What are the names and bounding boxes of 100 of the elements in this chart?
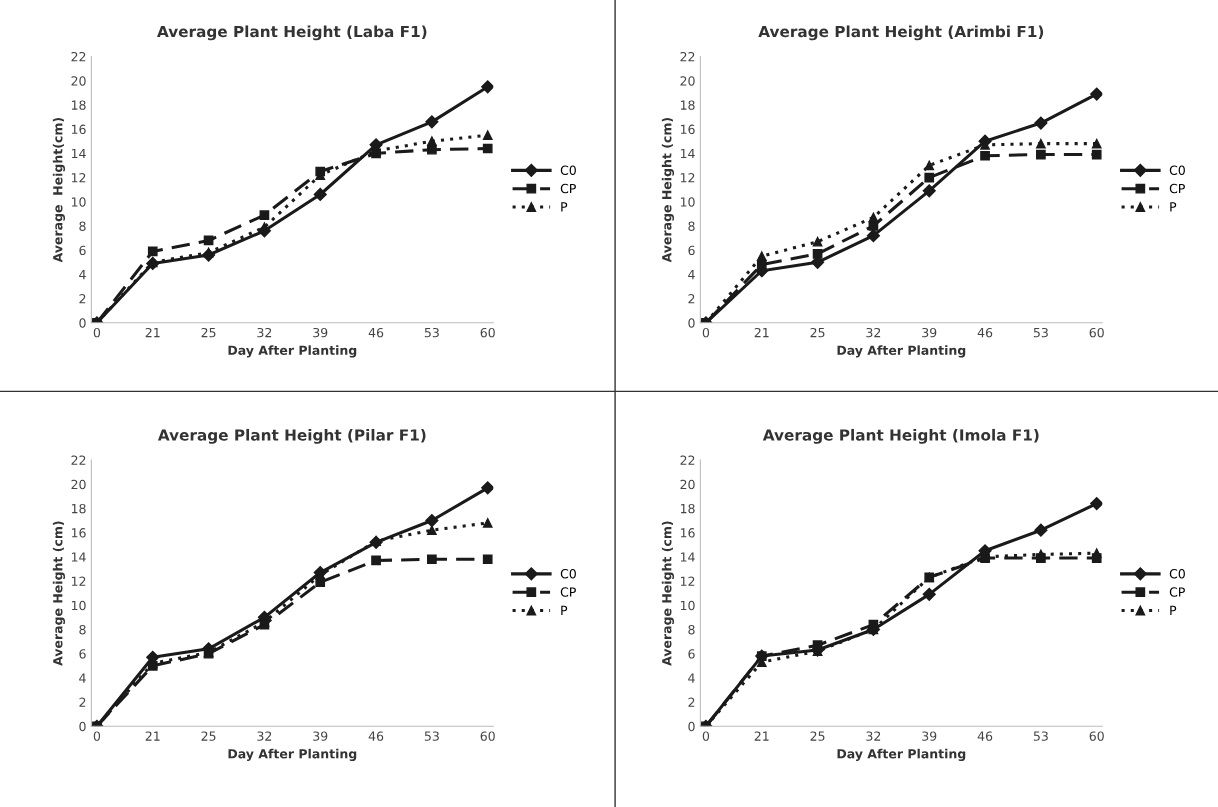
legend-label: CP (1169, 183, 1185, 194)
legend-label: C0 (560, 568, 576, 579)
y-tick-label: 16 (71, 124, 86, 135)
y-tick-label: 0 (79, 318, 86, 328)
y-tick-label: 10 (71, 600, 86, 611)
x-tick-label: 21 (754, 731, 769, 741)
x-tick-label: 46 (977, 327, 993, 338)
legend-label: CP (560, 183, 576, 194)
x-tick-label: 21 (145, 327, 160, 338)
x-tick-label: 25 (810, 327, 825, 338)
y-tick-label: 14 (680, 552, 695, 562)
y-tick-label: 22 (71, 455, 86, 465)
legend-label: CP (1169, 587, 1185, 597)
y-tick-label: 12 (680, 173, 695, 183)
x-tick-label: 0 (93, 731, 101, 741)
x-tick-label: 60 (480, 327, 495, 338)
x-tick-label: 39 (922, 327, 937, 338)
y-tick-label: 18 (71, 503, 86, 514)
x-tick-label: 0 (93, 327, 101, 338)
x-tick-label: 60 (1089, 327, 1104, 338)
y-tick-label: 4 (79, 270, 86, 280)
y-tick-label: 4 (688, 270, 695, 280)
y-axis-title: Average Height (cm) (661, 117, 675, 263)
x-tick-label: 32 (257, 731, 272, 741)
x-tick-label: 53 (424, 731, 439, 741)
y-tick-label: 20 (680, 76, 695, 86)
x-tick-label: 60 (480, 731, 495, 741)
y-tick-label: 18 (71, 100, 86, 110)
legend-label: C0 (560, 165, 576, 175)
y-tick-label: 0 (79, 721, 86, 732)
y-tick-label: 2 (79, 294, 86, 304)
y-tick-label: 18 (680, 100, 695, 110)
legend-label: P (561, 202, 568, 212)
y-tick-label: 14 (71, 148, 86, 159)
x-tick-label: 25 (201, 731, 216, 741)
y-tick-label: 20 (71, 76, 86, 86)
y-tick-label: 18 (680, 503, 695, 514)
y-tick-label: 12 (71, 576, 86, 586)
legend-label: CP (560, 587, 576, 597)
x-tick-label: 32 (866, 731, 881, 741)
legend-label: P (1170, 202, 1177, 212)
x-tick-label: 53 (1033, 327, 1048, 338)
legend-label: P (561, 605, 568, 615)
x-tick-label: 21 (754, 327, 769, 338)
x-tick-label: 46 (977, 731, 993, 741)
y-tick-label: 20 (71, 479, 86, 490)
y-axis-title: Average Height(cm) (52, 117, 66, 263)
legend-label: C0 (1169, 568, 1185, 579)
y-tick-label: 22 (680, 455, 695, 465)
y-tick-label: 10 (680, 197, 695, 207)
x-tick-label: 46 (368, 327, 384, 338)
x-tick-label: 46 (368, 731, 384, 741)
x-tick-label: 53 (1033, 731, 1048, 741)
y-tick-label: 14 (680, 148, 695, 159)
y-tick-label: 0 (688, 721, 695, 732)
chart-title: Average Plant Height (Laba F1) (157, 25, 427, 41)
y-tick-label: 0 (688, 318, 695, 328)
x-tick-label: 39 (922, 731, 937, 741)
y-tick-label: 2 (79, 697, 86, 707)
x-tick-label: 0 (702, 327, 710, 338)
x-tick-label: 0 (702, 731, 710, 741)
y-tick-label: 4 (79, 673, 86, 683)
y-tick-label: 14 (71, 552, 86, 562)
x-tick-label: 32 (257, 327, 272, 338)
y-tick-label: 6 (688, 245, 695, 256)
y-tick-label: 12 (680, 576, 695, 586)
y-tick-label: 6 (688, 649, 695, 659)
y-tick-label: 16 (680, 124, 695, 135)
y-tick-label: 2 (688, 294, 695, 304)
x-axis-title: Day After Planting (837, 748, 966, 762)
chart-title: Average Plant Height (Arimbi F1) (758, 25, 1044, 41)
y-axis-title: Average Height (cm) (52, 521, 66, 666)
x-tick-label: 25 (810, 731, 825, 741)
chart-title: Average Plant Height (Imola F1) (762, 428, 1039, 444)
x-axis-title: Day After Planting (228, 748, 357, 762)
y-tick-label: 8 (79, 624, 86, 635)
y-tick-label: 10 (71, 197, 86, 207)
y-tick-label: 4 (688, 673, 695, 683)
y-tick-label: 20 (680, 479, 695, 490)
x-tick-label: 21 (145, 731, 160, 741)
x-axis-title: Day After Planting (228, 345, 357, 358)
x-tick-label: 25 (201, 327, 216, 338)
y-tick-label: 22 (680, 51, 695, 62)
y-tick-label: 22 (71, 51, 86, 62)
chart-title: Average Plant Height (Pilar F1) (157, 428, 426, 444)
x-tick-label: 39 (313, 327, 328, 338)
y-tick-label: 8 (688, 624, 695, 635)
y-tick-label: 12 (71, 173, 86, 183)
y-tick-label: 16 (71, 528, 86, 538)
legend-label: P (1170, 605, 1177, 615)
x-tick-label: 53 (424, 327, 439, 338)
y-tick-label: 6 (79, 649, 86, 659)
y-axis-title: Average Height (cm) (661, 521, 675, 666)
y-tick-label: 10 (680, 600, 695, 611)
legend-label: C0 (1169, 165, 1185, 175)
y-tick-label: 8 (688, 221, 695, 231)
y-tick-label: 6 (79, 245, 86, 256)
x-tick-label: 32 (866, 327, 881, 338)
y-tick-label: 8 (79, 221, 86, 231)
x-tick-label: 39 (313, 731, 328, 741)
